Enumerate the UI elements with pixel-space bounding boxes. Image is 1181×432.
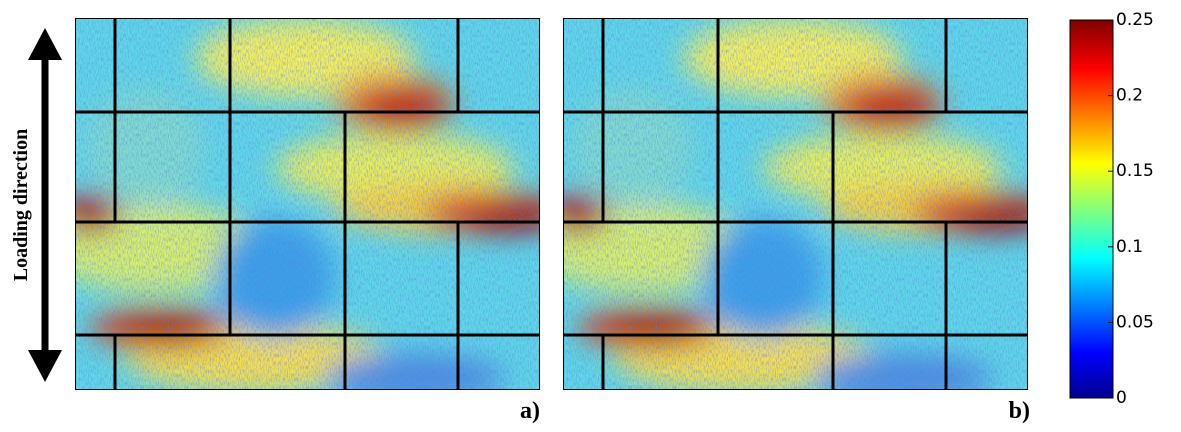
- strain-map-b: [533, 18, 1053, 403]
- figure: Loading direction a) b) 00.050.10.150.20…: [0, 0, 1181, 432]
- tick-label: 0: [1116, 388, 1127, 408]
- colorbar: [1070, 20, 1113, 398]
- tick-label: 0.2: [1116, 86, 1143, 106]
- tick-label: 0.15: [1116, 161, 1154, 181]
- tick-label: 0.05: [1116, 312, 1154, 332]
- strain-map-a: [45, 18, 565, 403]
- tick-label: 0.25: [1116, 10, 1154, 30]
- loading-arrow: [28, 28, 62, 382]
- panel-label: a): [520, 398, 540, 424]
- colorbar-ticks: 0 0.05 0.1 0.15 0.2 0.25: [1108, 10, 1154, 408]
- annotation: Loading direction: [10, 129, 32, 281]
- tick-label: 0.1: [1116, 237, 1143, 257]
- panel-label: b): [1009, 398, 1030, 424]
